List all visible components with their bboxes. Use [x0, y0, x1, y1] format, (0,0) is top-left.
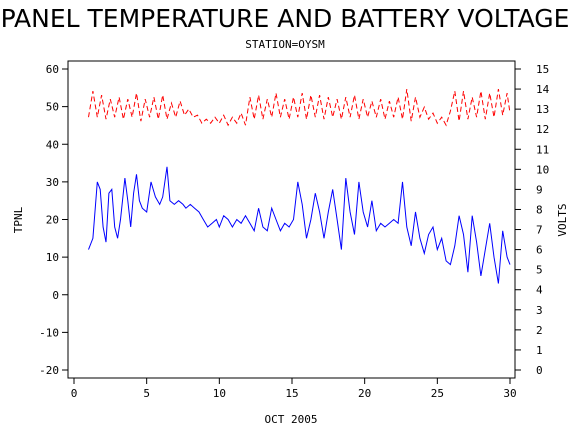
series-layer	[88, 89, 511, 284]
y-left-tick-label: 50	[46, 101, 59, 114]
x-tick-label: 0	[71, 387, 78, 400]
y-right-tick-label: 6	[536, 244, 543, 257]
chart-subtitle: STATION=OYSM	[245, 38, 325, 51]
y-right-tick-label: 9	[536, 183, 543, 196]
y-left-tick-label: 10	[46, 251, 59, 264]
y-axis-left-label: TPNL	[12, 206, 25, 233]
y-right-tick-label: 13	[536, 103, 549, 116]
y-axis-right-label: VOLTS	[556, 203, 569, 236]
y-left-tick-label: -10	[39, 326, 59, 339]
x-axis: 0 5 10 15 20 25 30	[71, 378, 517, 400]
x-tick-label: 25	[431, 387, 444, 400]
y-right-tick-label: 5	[536, 264, 543, 277]
x-tick-label: 5	[143, 387, 150, 400]
x-axis-label: OCT 2005	[265, 413, 318, 426]
y-right-tick-label: 2	[536, 324, 543, 337]
y-right-tick-label: 1	[536, 344, 543, 357]
y-right-tick-label: 12	[536, 123, 549, 136]
y-right-tick-label: 10	[536, 163, 549, 176]
y-right-tick-label: 7	[536, 224, 543, 237]
x-tick-label: 15	[285, 387, 298, 400]
y-left-tick-label: 0	[52, 289, 59, 302]
x-tick-label: 20	[358, 387, 371, 400]
y-axis-left: -20 -10 0 10 20 30 40 50 60	[39, 63, 68, 377]
x-tick-label: 10	[213, 387, 226, 400]
x-tick-label: 30	[503, 387, 516, 400]
y-right-tick-label: 15	[536, 63, 549, 76]
y-right-tick-label: 8	[536, 203, 543, 216]
y-left-tick-label: -20	[39, 364, 59, 377]
y-right-tick-label: 0	[536, 364, 543, 377]
y-right-tick-label: 11	[536, 143, 549, 156]
series-line-volts	[88, 89, 511, 127]
y-left-tick-label: 30	[46, 176, 59, 189]
y-right-tick-label: 14	[536, 83, 550, 96]
y-left-tick-label: 40	[46, 138, 59, 151]
series-line-tpnl	[88, 166, 511, 284]
y-right-tick-label: 3	[536, 304, 543, 317]
chart-title: PANEL TEMPERATURE AND BATTERY VOLTAGE	[0, 4, 570, 33]
y-left-tick-label: 60	[46, 63, 59, 76]
y-right-tick-label: 4	[536, 284, 543, 297]
y-left-tick-label: 20	[46, 214, 59, 227]
